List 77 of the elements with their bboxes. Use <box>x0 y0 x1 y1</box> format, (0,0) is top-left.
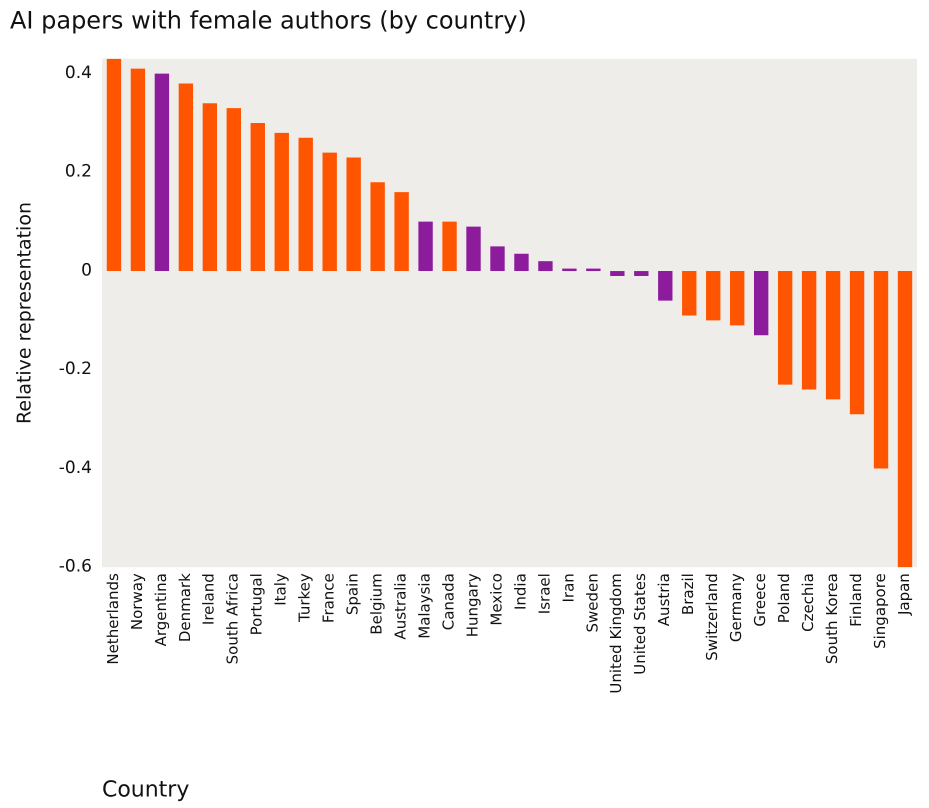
bar <box>538 261 553 272</box>
x-tick-label: South Korea <box>822 573 841 664</box>
bar <box>202 103 218 272</box>
x-tick-label: Switzerland <box>703 573 722 661</box>
bar <box>490 246 505 272</box>
bar <box>826 271 840 400</box>
bar <box>154 74 170 272</box>
x-tick-label: Israel <box>535 573 554 614</box>
bar <box>850 271 864 414</box>
x-tick-label: Singapore <box>870 573 889 649</box>
bar <box>178 83 194 272</box>
x-tick-label: Canada <box>439 573 458 630</box>
x-tick-label: Italy <box>272 573 290 606</box>
y-axis-title: Relative representation <box>13 202 36 424</box>
bar <box>418 222 433 272</box>
bar <box>130 68 146 272</box>
x-tick-label: Ireland <box>200 573 218 626</box>
x-tick-label: South Africa <box>224 573 242 664</box>
x-tick-label: Hungary <box>463 573 482 638</box>
bar <box>322 152 337 272</box>
x-tick-label: Iran <box>559 573 578 602</box>
bar <box>634 271 649 276</box>
x-tick-label: Czechia <box>799 573 818 632</box>
bar <box>250 122 265 272</box>
x-tick-label: Sweden <box>583 573 602 632</box>
x-tick-label: Mexico <box>487 573 506 626</box>
bar <box>562 268 577 272</box>
x-tick-label: Australia <box>392 573 410 640</box>
bar <box>610 271 625 276</box>
x-tick-label: Argentina <box>152 573 170 646</box>
x-tick-label: Brazil <box>679 573 698 616</box>
bar <box>586 268 601 272</box>
x-tick-label: United Kingdom <box>607 573 626 694</box>
x-tick-label: Poland <box>775 573 794 624</box>
bar <box>226 108 241 272</box>
x-tick-label: Norway <box>128 573 146 630</box>
bar <box>274 132 289 272</box>
bar <box>466 226 481 272</box>
bar <box>778 271 792 385</box>
bar <box>874 271 888 468</box>
x-axis-title: Country <box>102 778 190 803</box>
bar <box>106 58 122 272</box>
y-tick-label: 0.2 <box>64 162 92 182</box>
x-tick-label: Japan <box>894 573 913 616</box>
x-tick-label: France <box>320 573 338 624</box>
bar <box>802 271 816 390</box>
x-tick-label: Netherlands <box>104 573 122 665</box>
y-tick-label: -0.6 <box>58 556 92 577</box>
bar <box>442 222 457 272</box>
x-tick-label: Greece <box>751 573 770 627</box>
bar <box>298 138 313 272</box>
x-tick-label: Denmark <box>176 572 194 642</box>
x-tick-label: India <box>511 573 530 610</box>
bar <box>706 271 720 320</box>
x-tick-label: Belgium <box>368 573 386 635</box>
bar <box>730 271 744 326</box>
bar <box>514 254 529 272</box>
y-tick-label: -0.4 <box>58 458 92 478</box>
y-tick-label: 0 <box>81 260 92 280</box>
x-tick-label: Portugal <box>248 573 266 636</box>
bar <box>658 271 672 301</box>
bar <box>754 271 768 336</box>
x-tick-label: Turkey <box>296 573 314 624</box>
x-tick-label: Germany <box>727 573 746 642</box>
y-tick-label: 0.4 <box>64 63 92 84</box>
bar <box>682 271 696 316</box>
x-tick-label: United States <box>631 573 650 675</box>
x-tick-label: Finland <box>846 573 865 627</box>
y-tick-label: -0.2 <box>58 359 92 380</box>
bar <box>394 192 409 272</box>
bar <box>898 271 912 568</box>
chart-title: AI papers with female authors (by country) <box>10 6 527 35</box>
bar <box>370 182 385 272</box>
x-tick-label: Austria <box>655 573 674 626</box>
bar <box>346 158 361 272</box>
x-tick-label: Spain <box>344 573 362 616</box>
x-tick-label: Malaysia <box>415 573 434 639</box>
